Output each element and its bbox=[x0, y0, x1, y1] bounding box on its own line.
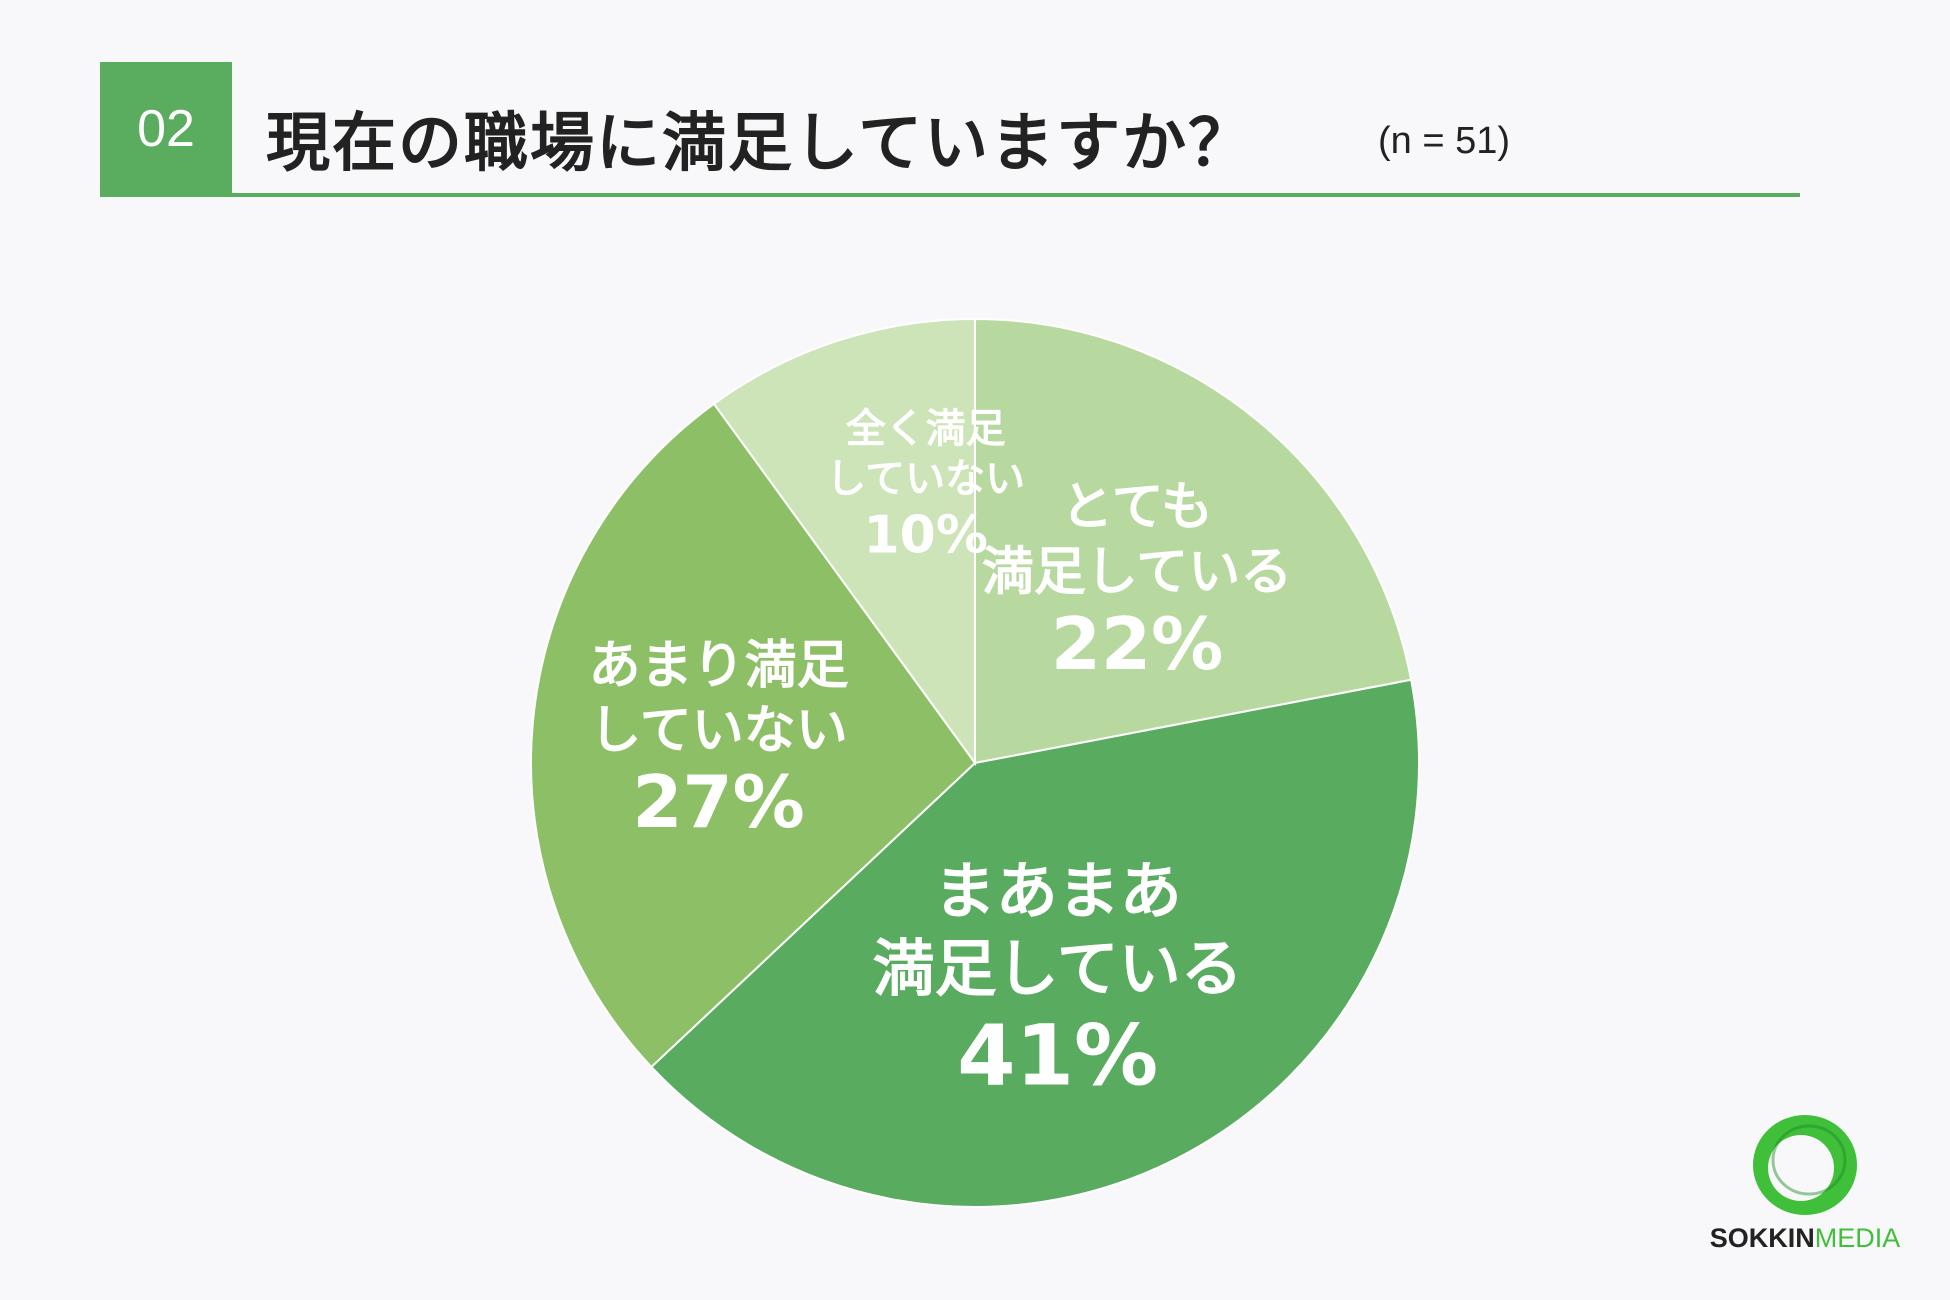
pie-slice-4 bbox=[712, 317, 976, 767]
slice-label-1-line-1: とても bbox=[1061, 477, 1213, 537]
slice-label-1-line-2: 満足している bbox=[982, 542, 1292, 602]
slice-percent-3: 27% bbox=[632, 760, 804, 844]
question-number: 02 bbox=[137, 100, 195, 158]
logo-brand-bold: SOKKIN bbox=[1709, 1223, 1815, 1253]
pie-slice-3 bbox=[530, 402, 977, 1069]
slice-label-4-line-1: 全く満足 bbox=[845, 406, 1006, 452]
title-underline bbox=[100, 193, 1800, 197]
slice-percent-2: 41% bbox=[957, 1007, 1158, 1105]
slice-label-2-line-1: まあまあ bbox=[934, 855, 1182, 928]
slice-percent-4: 10% bbox=[863, 505, 987, 565]
slice-label-2-line-2: 満足している bbox=[873, 932, 1243, 1005]
ring-logo-icon bbox=[1753, 1115, 1857, 1215]
logo-brand-light: MEDIA bbox=[1814, 1223, 1901, 1253]
slice-percent-1: 22% bbox=[1051, 602, 1223, 686]
chart-title: 現在の職場に満足していますか？ bbox=[266, 107, 1255, 181]
sample-size-label: (n = 51) bbox=[1378, 120, 1511, 162]
pie-slice-1 bbox=[974, 317, 1413, 765]
logo-wordmark: SOKKINMEDIA bbox=[1690, 1223, 1920, 1254]
pie-slice-2 bbox=[649, 678, 1420, 1209]
slice-label-3-line-2: していない bbox=[589, 701, 847, 761]
slice-label-3-line-1: あまり満足 bbox=[589, 636, 849, 696]
sokkin-media-logo: SOKKINMEDIA bbox=[1690, 1105, 1920, 1265]
slice-label-4-line-2: していない bbox=[826, 456, 1025, 502]
question-number-badge: 02 bbox=[100, 62, 232, 196]
